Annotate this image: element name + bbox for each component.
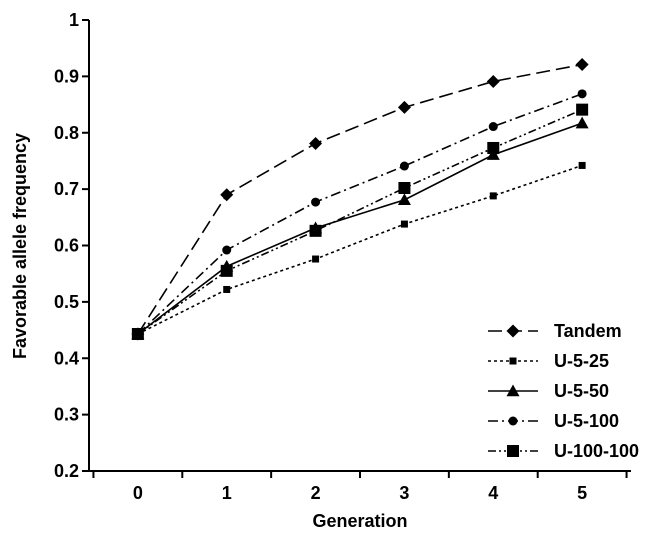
y-axis-title: Favorable allele frequency: [10, 133, 30, 359]
y-tick-label: 0.9: [54, 66, 79, 86]
legend-item: U-5-25: [488, 351, 609, 371]
x-tick-label: 4: [488, 483, 498, 503]
square-marker: [487, 141, 500, 154]
series-line: [137, 93, 583, 335]
legend: Tandem U-5-25 U-5-50 U-5-100 U-100-100: [488, 321, 639, 461]
series-line: [137, 122, 583, 335]
small-square-marker: [489, 192, 497, 200]
legend-item: Tandem: [488, 321, 622, 341]
legend-label: U-5-25: [554, 351, 609, 371]
series-line: [137, 63, 583, 335]
circle-marker: [222, 245, 232, 255]
series-line: [137, 108, 583, 335]
triangle-marker: [397, 193, 411, 206]
legend-item: U-100-100: [488, 441, 639, 461]
legend-label: U-5-100: [554, 411, 619, 431]
circle-marker: [508, 416, 518, 426]
triangle-marker: [575, 116, 589, 129]
small-square-marker: [578, 161, 586, 169]
square-marker: [576, 103, 589, 116]
x-tick-label: 3: [399, 483, 409, 503]
small-square-marker: [223, 285, 231, 293]
diamond-marker: [486, 74, 500, 88]
y-tick-label: 0.4: [54, 348, 79, 368]
small-square-marker: [312, 255, 320, 263]
y-tick-label: 0.7: [54, 179, 79, 199]
x-tick-label: 0: [133, 483, 143, 503]
triangle-marker: [486, 148, 500, 160]
series-tandem: [131, 58, 589, 341]
square-marker: [131, 328, 144, 341]
x-tick-label: 2: [311, 483, 321, 503]
legend-label: U-5-50: [554, 381, 609, 401]
triangle-marker: [506, 384, 520, 397]
diamond-marker: [220, 188, 234, 202]
circle-marker: [577, 89, 587, 99]
y-tick-label: 1: [69, 10, 79, 30]
square-marker: [398, 181, 411, 194]
y-tick-label: 0.3: [54, 405, 79, 425]
circle-marker: [311, 197, 321, 207]
circle-marker: [399, 161, 409, 171]
small-square-marker: [400, 220, 408, 228]
legend-item: U-5-50: [488, 381, 609, 401]
y-tick-label: 0.2: [54, 461, 79, 481]
legend-label: Tandem: [554, 321, 622, 341]
series-u-100-100: [131, 103, 589, 341]
series-line: [137, 164, 583, 335]
axes: 0.2 0.3 0.4 0.5 0.6 0.7 0.8 0.9 1 0 1 2 3 4 5: [54, 10, 631, 503]
small-square-marker: [509, 357, 517, 365]
y-tick-label: 0.6: [54, 236, 79, 256]
diamond-marker: [506, 324, 520, 338]
x-tick-label: 5: [577, 483, 587, 503]
series-layer: [131, 58, 589, 341]
x-axis-title: Generation: [312, 511, 407, 531]
series-u-5-25: [134, 161, 586, 338]
diamond-marker: [309, 136, 323, 150]
y-tick-label: 0.5: [54, 292, 79, 312]
diamond-marker: [397, 100, 411, 114]
square-marker: [507, 445, 519, 457]
series-u-5-50: [131, 116, 589, 340]
legend-item: U-5-100: [488, 411, 619, 431]
square-marker: [220, 264, 233, 277]
y-tick-label: 0.8: [54, 123, 79, 143]
square-marker: [309, 224, 322, 237]
diamond-marker: [575, 58, 589, 72]
legend-label: U-100-100: [554, 441, 639, 461]
x-tick-label: 1: [222, 483, 232, 503]
circle-marker: [488, 122, 498, 132]
